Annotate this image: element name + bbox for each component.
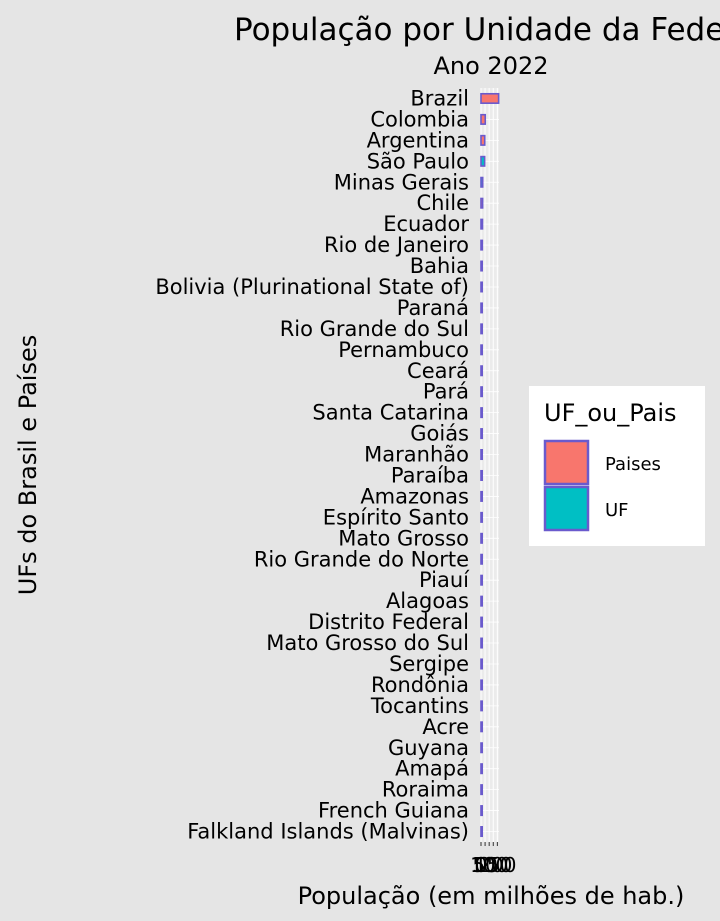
bar [480, 113, 487, 125]
bars-group [480, 92, 500, 838]
legend: UF_ou_Pais Paises UF [529, 386, 705, 546]
bar [480, 721, 484, 733]
x-tick-label: 0 [475, 853, 488, 877]
category-label: Amazonas [360, 484, 469, 508]
x-tick-label: 150 [474, 853, 512, 877]
chart-title: População por Unidade da Federação [234, 12, 720, 48]
bar [480, 595, 484, 607]
bar [480, 679, 484, 691]
bar [480, 784, 484, 796]
bar [480, 428, 484, 440]
bar [480, 239, 484, 251]
legend-label: UF [605, 500, 629, 521]
category-label: Paraná [397, 296, 469, 320]
category-label: Argentina [367, 128, 469, 152]
bar [480, 344, 484, 356]
category-label: Bolivia (Plurinational State of) [155, 275, 469, 299]
bar [480, 176, 484, 188]
category-label: Tocantins [370, 694, 469, 718]
legend-swatch [543, 485, 590, 532]
category-label: Rio Grande do Norte [254, 547, 469, 571]
category-label: Mato Grosso do Sul [266, 631, 469, 655]
category-label: São Paulo [367, 149, 469, 173]
x-tick-label: 50 [472, 853, 497, 877]
plot-panel [481, 88, 499, 842]
category-label: Rio de Janeiro [324, 233, 469, 257]
bar [480, 574, 484, 586]
bar [480, 386, 484, 398]
grid-lines [480, 88, 499, 842]
bar [480, 616, 484, 628]
bar [480, 155, 486, 167]
bar [480, 365, 484, 377]
y-axis-title: UFs do Brasil e Países [14, 335, 42, 596]
bar [480, 742, 484, 754]
bar [480, 197, 484, 209]
legend-swatch [543, 439, 590, 486]
category-label: Minas Gerais [334, 170, 469, 194]
x-tick-label: 100 [470, 853, 508, 877]
category-label: Santa Catarina [312, 401, 469, 425]
category-label: Acre [422, 715, 469, 739]
category-label: Pará [423, 380, 469, 404]
category-label: Rondônia [371, 673, 469, 697]
bar [480, 323, 484, 335]
bar [480, 553, 484, 565]
category-label: Amapá [395, 757, 469, 781]
category-label: Ecuador [383, 212, 469, 236]
bar [480, 407, 484, 419]
bar [480, 469, 484, 481]
category-label: Piauí [419, 568, 470, 592]
bar [480, 218, 484, 230]
bar [480, 637, 484, 649]
x-axis-title: População (em milhões de hab.) [298, 882, 685, 910]
category-label: Maranhão [364, 443, 469, 467]
category-label: Rio Grande do Sul [280, 317, 469, 341]
chart-subtitle: Ano 2022 [433, 52, 548, 80]
bar [480, 826, 484, 838]
bar [480, 302, 484, 314]
category-label: Brazil [410, 86, 469, 110]
x-tick-label: 200 [478, 853, 516, 877]
category-label: Sergipe [389, 652, 469, 676]
legend-label: Paises [605, 454, 661, 475]
bar [480, 449, 484, 461]
bar [480, 700, 484, 712]
category-label: Bahia [410, 254, 469, 278]
category-label: Espírito Santo [323, 505, 469, 529]
category-label: Goiás [410, 422, 469, 446]
category-label: Colombia [370, 107, 469, 131]
category-label: Ceará [407, 359, 469, 383]
bar [480, 532, 484, 544]
legend-title: UF_ou_Pais [544, 399, 677, 427]
bar [480, 511, 484, 523]
bar [480, 658, 484, 670]
bar [480, 281, 484, 293]
bar [480, 134, 486, 146]
category-label: French Guiana [318, 799, 469, 823]
category-label: Roraima [382, 778, 469, 802]
category-label: Guyana [388, 736, 469, 760]
category-label: Distrito Federal [308, 610, 469, 634]
category-label: Pernambuco [338, 338, 469, 362]
category-label: Paraíba [391, 463, 469, 487]
bar [480, 490, 484, 502]
bar [480, 260, 484, 272]
category-label: Alagoas [386, 589, 469, 613]
bar [480, 763, 484, 775]
category-label: Mato Grosso [338, 526, 469, 550]
category-label: Falkland Islands (Malvinas) [187, 820, 469, 844]
bar [480, 92, 500, 104]
bar [480, 805, 484, 817]
category-label: Chile [416, 191, 469, 215]
